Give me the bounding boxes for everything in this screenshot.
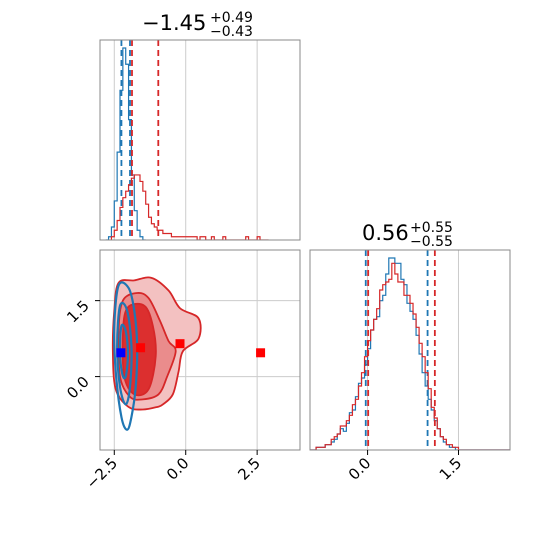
histogram-series-group <box>105 40 269 240</box>
param2-title: 0.56 +0.55 −0.55 <box>362 220 453 250</box>
param1-title-value: −1.45 <box>142 11 206 35</box>
joint-series-group <box>111 276 266 431</box>
panel-frame <box>309 249 511 451</box>
param1-title-upper-error: +0.49 <box>210 10 253 26</box>
param1-title-lower-error: −0.43 <box>210 24 253 40</box>
x-tick-label: −2.5 <box>83 454 121 492</box>
joint-distribution-panel <box>99 249 301 451</box>
y-tick-label: 1.5 <box>63 297 93 327</box>
x-tick-label: 0.0 <box>163 454 193 484</box>
point-marker-0-0 <box>136 343 146 353</box>
histogram-step-series-0 <box>310 257 510 450</box>
contour-level-1-0 <box>113 281 139 431</box>
param1-marginal-panel <box>99 39 301 241</box>
joint-panel-frame <box>99 249 301 451</box>
histogram-step-series-1 <box>110 174 269 240</box>
point-marker-1-0 <box>116 348 126 358</box>
x-axis-ticks: −2.5 0.0 2.5 0.0 1.5 <box>83 450 466 493</box>
param2-title-lower-error: −0.55 <box>410 234 453 250</box>
point-marker-0-2 <box>256 348 266 358</box>
point-marker-0-1 <box>175 339 185 349</box>
panel-frame <box>99 39 301 241</box>
param2-x-tick-label: 0.0 <box>345 454 375 484</box>
param2-title-value: 0.56 <box>362 221 409 245</box>
histogram-step-series-1 <box>310 262 510 450</box>
histogram-series-group <box>310 250 510 450</box>
x-tick-label: 2.5 <box>234 454 264 484</box>
histogram-step-series-0 <box>105 47 146 240</box>
param1-title: −1.45 +0.49 −0.43 <box>142 10 253 40</box>
param2-x-tick-label: 1.5 <box>436 454 466 484</box>
param2-marginal-panel <box>309 249 511 451</box>
y-tick-label: 0.0 <box>63 373 93 403</box>
param2-title-upper-error: +0.55 <box>410 220 453 236</box>
y-axis-ticks: 0.0 1.5 <box>63 297 100 403</box>
